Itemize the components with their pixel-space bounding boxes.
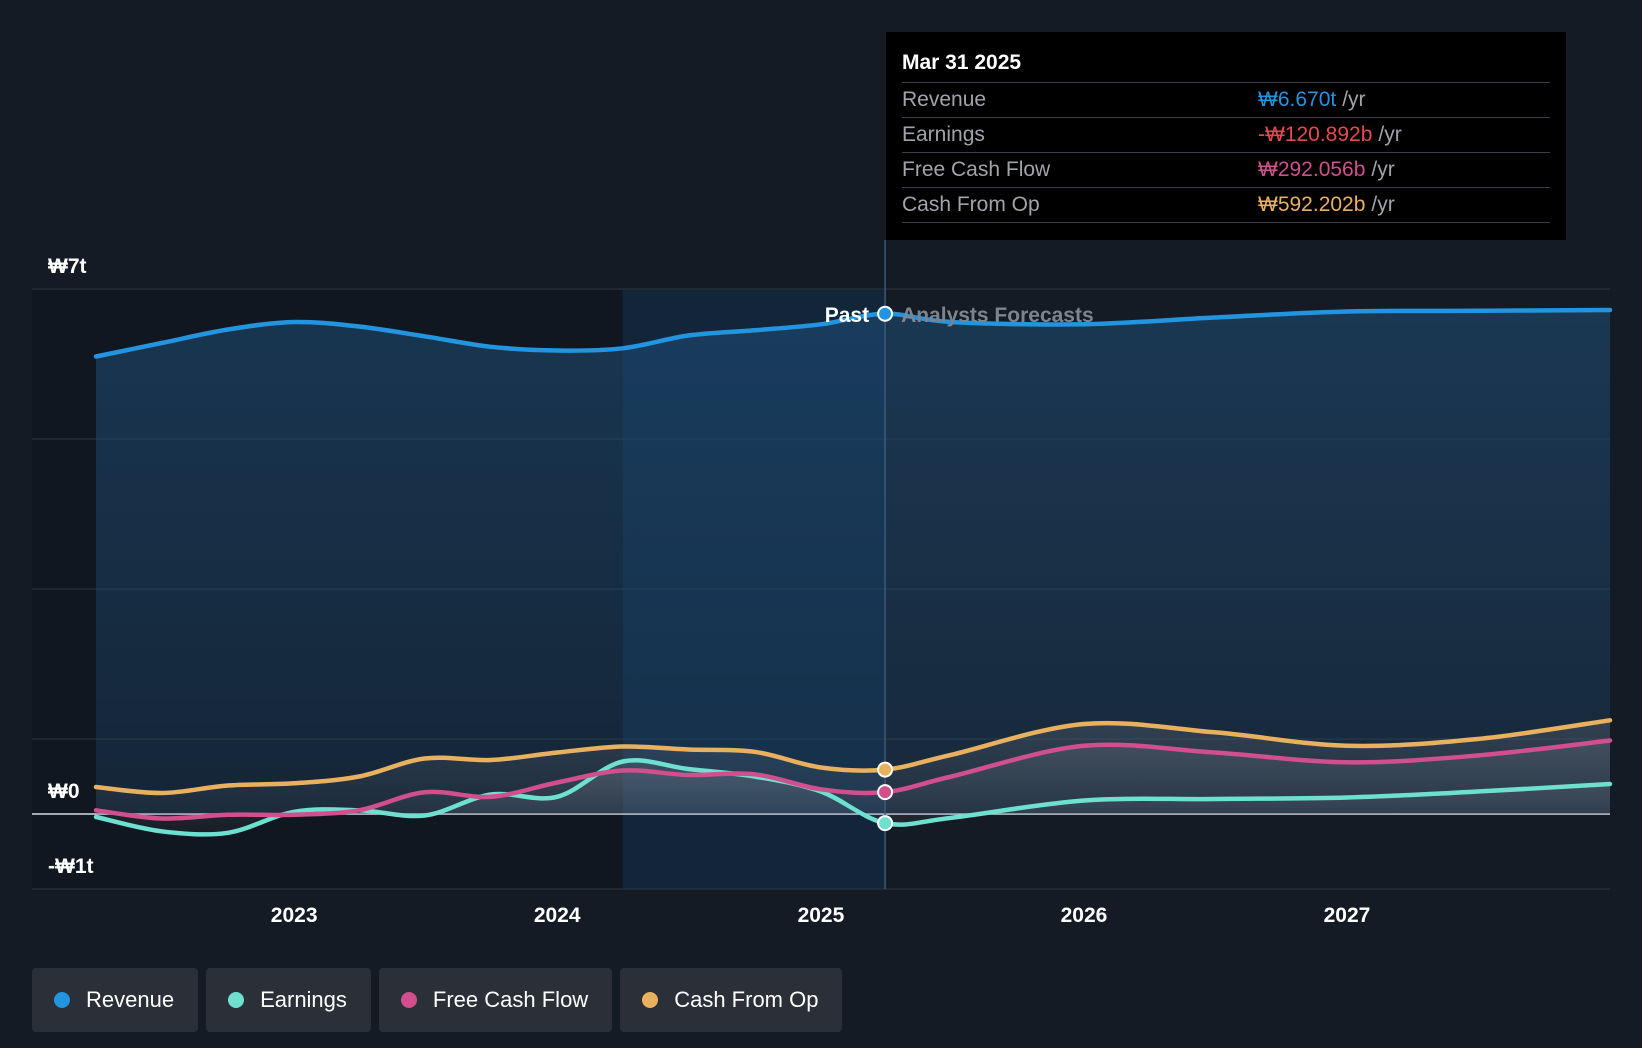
legend-label: Revenue — [86, 987, 175, 1012]
forecast-label: Analysts Forecasts — [901, 304, 1094, 327]
tooltip: Mar 31 2025 Revenue ₩6.670t/yr Earnings -₩1… — [886, 32, 1566, 240]
free-cash-flow-line — [93, 738, 1613, 821]
tooltip-label: Earnings — [902, 123, 985, 146]
tooltip-unit: /yr — [1371, 193, 1395, 216]
legend-dot-icon — [228, 992, 245, 1008]
tooltip-row: Revenue ₩6.670t/yr — [902, 83, 1550, 118]
cash-from-op-marker — [877, 761, 894, 778]
legend-item-cash-from-op[interactable]: Cash From Op — [620, 968, 843, 1032]
tooltip-label: Free Cash Flow — [902, 158, 1051, 181]
x-axis-labels: 2023 2024 2025 2026 2027 — [271, 904, 1371, 927]
x-tick-label: 2023 — [271, 904, 318, 927]
revenue-marker — [877, 305, 894, 322]
legend-dot-icon — [54, 992, 70, 1008]
tooltip-value: -₩120.892b — [1258, 123, 1373, 146]
series-areas — [96, 310, 1610, 835]
cash-from-op-area — [96, 720, 1610, 814]
tooltip-row: Cash From Op ₩592.202b/yr — [902, 188, 1550, 223]
past-label: Past — [825, 304, 869, 327]
tooltip-unit: /yr — [1378, 123, 1402, 146]
tooltip-date: Mar 31 2025 — [902, 46, 1550, 83]
tooltip-value: ₩292.056b — [1258, 158, 1366, 181]
legend-dot-icon — [400, 992, 417, 1008]
legend-item-revenue[interactable]: Revenue — [32, 968, 199, 1032]
y-axis-labels: ₩7t ₩0 -₩1t — [48, 255, 94, 878]
series-lines — [93, 307, 1613, 837]
revenue-line — [93, 307, 1613, 359]
tooltip-label: Cash From Op — [902, 193, 1040, 216]
legend: Revenue Earnings Free Cash Flow Cash From O… — [32, 968, 843, 1032]
y-tick-label: ₩0 — [48, 780, 80, 803]
x-tick-label: 2025 — [798, 904, 845, 927]
tooltip-unit: /yr — [1342, 88, 1366, 111]
legend-label: Earnings — [260, 987, 347, 1012]
tooltip-value: ₩6.670t — [1258, 88, 1337, 111]
current-markers — [877, 305, 894, 832]
tooltip-value: ₩592.202b — [1258, 193, 1366, 216]
tooltip-row: Earnings -₩120.892b/yr — [902, 118, 1550, 153]
legend-item-free-cash-flow[interactable]: Free Cash Flow — [378, 968, 613, 1032]
x-tick-label: 2024 — [534, 904, 581, 927]
tooltip-unit: /yr — [1371, 158, 1395, 181]
tooltip-row: Free Cash Flow ₩292.056b/yr — [902, 153, 1550, 188]
x-tick-label: 2027 — [1324, 904, 1371, 927]
cash-from-op-line — [93, 718, 1613, 796]
legend-dot-icon — [642, 992, 659, 1008]
earnings-marker — [877, 815, 894, 832]
legend-label: Free Cash Flow — [432, 987, 589, 1012]
legend-label: Cash From Op — [674, 987, 819, 1012]
y-tick-label: ₩7t — [48, 255, 87, 278]
x-tick-label: 2026 — [1061, 904, 1108, 927]
y-tick-label: -₩1t — [48, 855, 94, 878]
revenue-area — [96, 310, 1610, 814]
tooltip-label: Revenue — [902, 88, 987, 111]
legend-item-earnings[interactable]: Earnings — [206, 968, 371, 1032]
free-cash-flow-marker — [877, 784, 894, 801]
